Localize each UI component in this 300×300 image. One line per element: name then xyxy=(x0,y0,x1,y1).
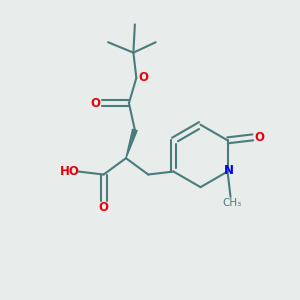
Text: N: N xyxy=(224,164,234,177)
Text: O: O xyxy=(91,97,100,110)
Text: O: O xyxy=(99,201,109,214)
Text: CH₃: CH₃ xyxy=(222,198,242,208)
Text: HO: HO xyxy=(60,165,80,178)
Text: O: O xyxy=(138,71,148,84)
Text: O: O xyxy=(254,131,264,144)
Polygon shape xyxy=(126,129,137,158)
